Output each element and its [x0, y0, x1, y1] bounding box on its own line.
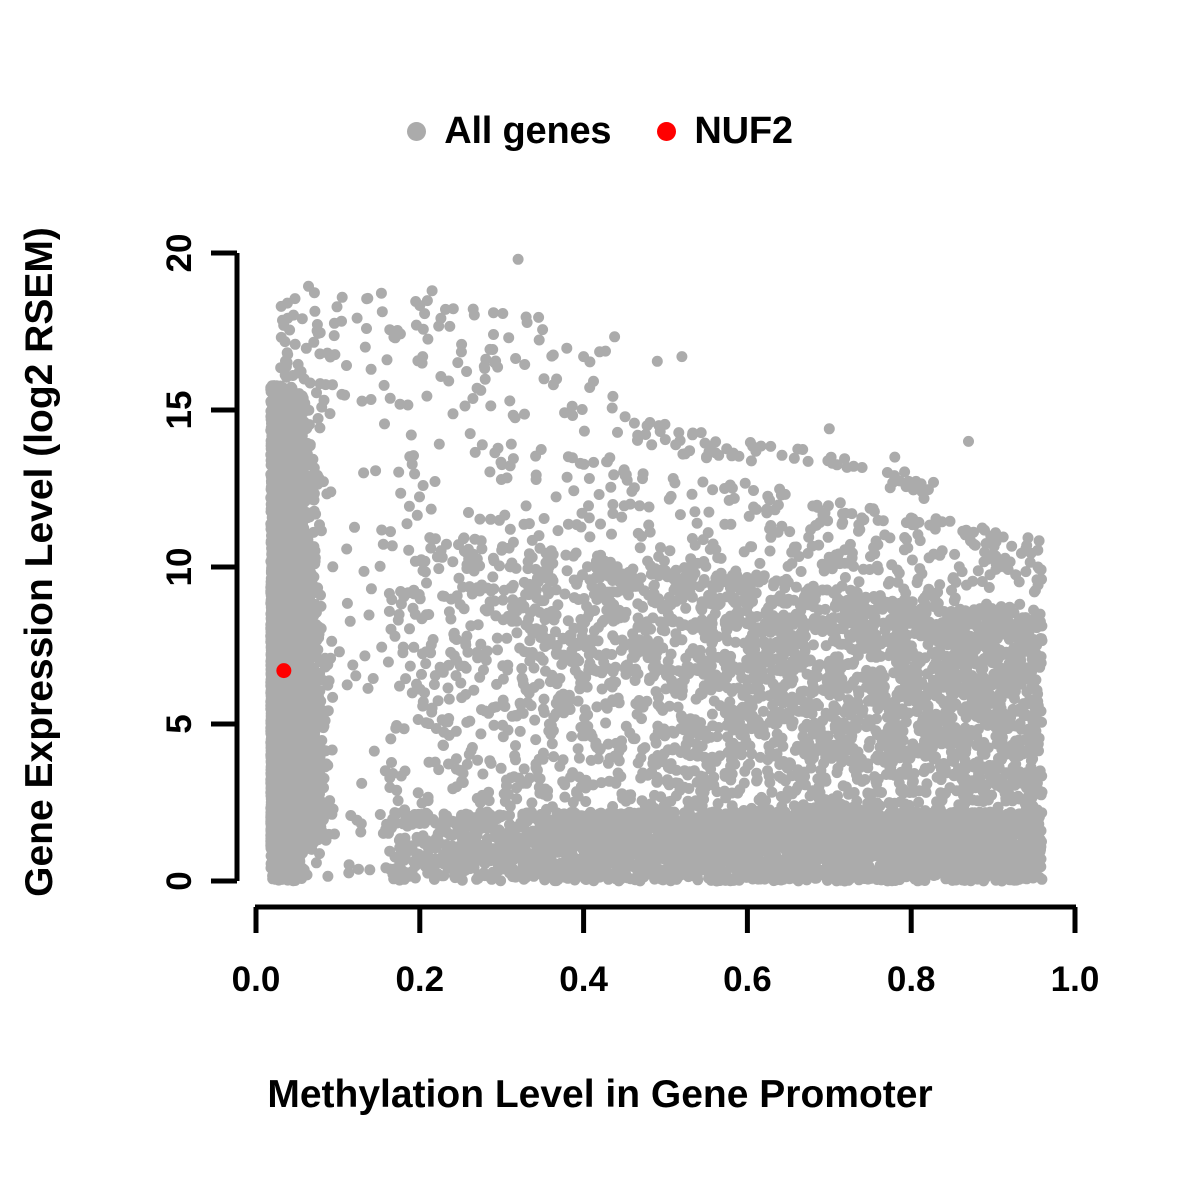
y-tick-label-10: 10: [160, 547, 199, 587]
y-axis-title: Gene Expression Level (log2 RSEM): [18, 227, 61, 897]
x-tick-label-1.0: 1.0: [1050, 960, 1100, 999]
y-tick-label-5: 5: [160, 714, 199, 734]
data-points-layer: [265, 253, 1048, 887]
nuf2-highlight-point: [276, 663, 292, 679]
y-tick-label-0: 0: [160, 871, 199, 891]
y-tick-label-20: 20: [160, 233, 199, 273]
all-genes-point-cloud: [265, 253, 1048, 887]
highlight-point-layer: [276, 663, 292, 679]
x-tick-label-0.0: 0.0: [231, 960, 281, 999]
x-tick-label-0.6: 0.6: [723, 960, 772, 999]
y-tick-label-15: 15: [160, 390, 199, 430]
x-tick-label-0.2: 0.2: [395, 960, 445, 999]
x-axis-title: Methylation Level in Gene Promoter: [267, 1073, 933, 1116]
x-tick-label-0.4: 0.4: [559, 960, 608, 999]
axes-layer: [211, 250, 1078, 933]
x-tick-label-0.8: 0.8: [886, 960, 936, 999]
